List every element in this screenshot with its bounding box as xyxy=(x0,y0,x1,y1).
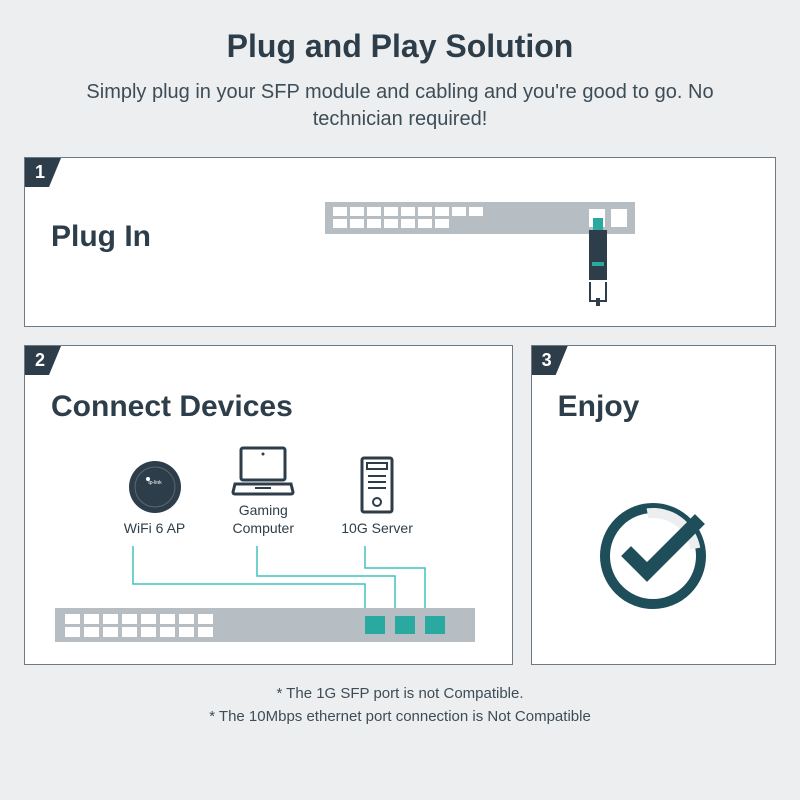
step-badge-1: 1 xyxy=(25,158,61,187)
checkmark-icon xyxy=(593,496,713,621)
sfp-module-icon xyxy=(589,218,607,302)
footnotes: * The 1G SFP port is not Compatible. * T… xyxy=(24,683,776,728)
network-switch-icon xyxy=(55,608,475,642)
page-title: Plug and Play Solution xyxy=(24,28,776,65)
page-subtitle: Simply plug in your SFP module and cabli… xyxy=(80,79,720,133)
panels-row-2: 2 Connect Devices tp-link WiFi 6 AP xyxy=(24,345,776,665)
footnote-1: * The 1G SFP port is not Compatible. xyxy=(24,683,776,706)
step-badge-3: 3 xyxy=(532,346,568,375)
sfp-active-ports xyxy=(365,616,445,634)
switch-ports xyxy=(325,202,505,233)
switch-ports xyxy=(65,614,225,637)
panel-title-3: Enjoy xyxy=(558,390,640,424)
panels-wrapper: 1 Plug In 2 Co xyxy=(24,157,776,665)
infographic-container: Plug and Play Solution Simply plug in yo… xyxy=(0,0,800,738)
panel-title-1: Plug In xyxy=(51,220,151,254)
panel-plug-in: 1 Plug In xyxy=(24,157,776,327)
footnote-2: * The 10Mbps ethernet port connection is… xyxy=(24,706,776,729)
panel-enjoy: 3 Enjoy xyxy=(531,345,776,665)
panel-connect-devices: 2 Connect Devices tp-link WiFi 6 AP xyxy=(24,345,513,665)
